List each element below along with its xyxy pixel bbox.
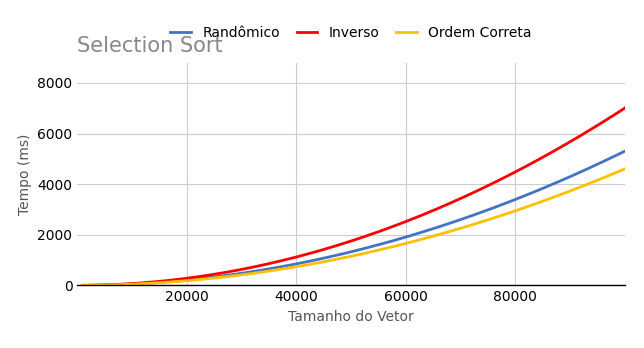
Inverso [372, 230, 380, 235]
Inverso [621, 106, 629, 110]
Ordem Correta [621, 167, 629, 171]
Randômico [608, 156, 616, 160]
Randômico [621, 149, 629, 153]
Inverso [608, 114, 616, 119]
Line: Randômico: Randômico [82, 151, 625, 285]
X-axis label: Tamanho do Vetor: Tamanho do Vetor [288, 310, 414, 324]
Randômico [372, 243, 380, 247]
Randômico [339, 252, 347, 256]
Y-axis label: Tempo (ms): Tempo (ms) [18, 133, 32, 215]
Inverso [523, 164, 531, 168]
Ordem Correta [336, 256, 344, 261]
Randômico [401, 235, 409, 239]
Ordem Correta [608, 172, 616, 176]
Ordem Correta [372, 248, 380, 253]
Randômico [79, 283, 86, 287]
Line: Inverso: Inverso [82, 108, 625, 285]
Line: Ordem Correta: Ordem Correta [82, 169, 625, 285]
Inverso [79, 283, 86, 287]
Inverso [401, 220, 409, 224]
Ordem Correta [523, 205, 531, 209]
Inverso [339, 242, 347, 246]
Legend: Randômico, Inverso, Ordem Correta: Randômico, Inverso, Ordem Correta [165, 21, 537, 46]
Randômico [523, 193, 531, 197]
Text: Selection Sort: Selection Sort [77, 35, 223, 56]
Randômico [336, 252, 344, 256]
Ordem Correta [401, 242, 409, 246]
Inverso [336, 243, 344, 247]
Ordem Correta [339, 256, 347, 260]
Ordem Correta [79, 283, 86, 287]
